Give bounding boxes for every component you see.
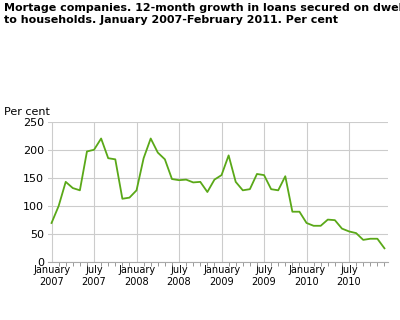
Text: Per cent: Per cent [4, 107, 50, 117]
Text: Mortage companies. 12-month growth in loans secured on dwellings
to households. : Mortage companies. 12-month growth in lo… [4, 3, 400, 25]
